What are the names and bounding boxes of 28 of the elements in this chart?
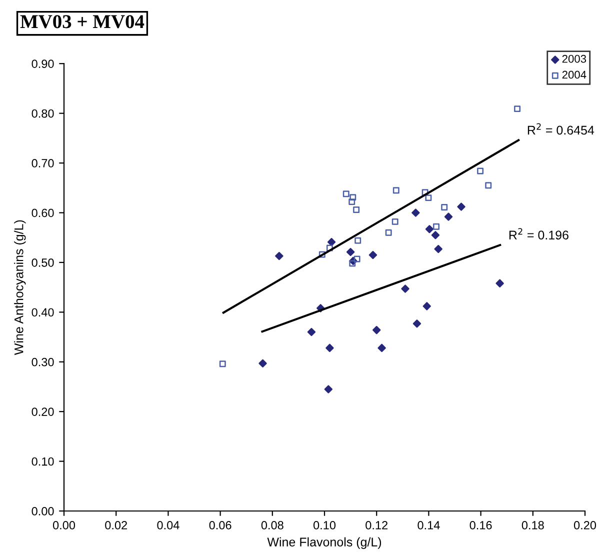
y-tick-label: 0.50 — [32, 258, 54, 267]
y-tick-label: 0.10 — [32, 457, 54, 466]
x-tick-label: 0.16 — [470, 521, 492, 530]
legend-label: 2004 — [562, 70, 586, 79]
x-tick-label: 0.20 — [574, 521, 596, 530]
legend-label: 2003 — [562, 54, 586, 63]
x-tick-label: 0.02 — [105, 521, 127, 530]
y-tick-label: 0.80 — [32, 109, 54, 118]
x-tick-label: 0.08 — [261, 521, 284, 530]
y-tick-label: 0.90 — [32, 60, 54, 68]
x-tick-label: 0.14 — [418, 521, 440, 530]
y-tick-label: 0.60 — [32, 208, 54, 218]
x-tick-label: 0.18 — [522, 521, 544, 530]
y-tick-label: 0.40 — [32, 308, 54, 317]
y-tick-label: 0.00 — [32, 507, 54, 516]
x-tick-label: 0.06 — [209, 521, 232, 530]
y-tick-label: 0.70 — [32, 159, 54, 168]
x-tick-label: 0.12 — [366, 521, 388, 530]
y-tick-label: 0.30 — [32, 358, 54, 366]
y-tick-label: 0.20 — [32, 408, 54, 416]
annotation: R$^{2}$ = 0.6454 — [528, 123, 594, 135]
x-tick-label: 0.00 — [52, 521, 76, 530]
x-tick-label: 0.10 — [313, 521, 336, 530]
y-axis-title: Wine Anthocyanins (g/L) — [14, 220, 26, 355]
x-tick-label: 0.04 — [157, 521, 180, 530]
x-axis-title: Wine Flavonols (g/L) — [267, 537, 382, 549]
annotation: R$^{2}$ = 0.196 — [509, 228, 568, 240]
chart-title: MV03 + MV04 — [20, 15, 144, 28]
